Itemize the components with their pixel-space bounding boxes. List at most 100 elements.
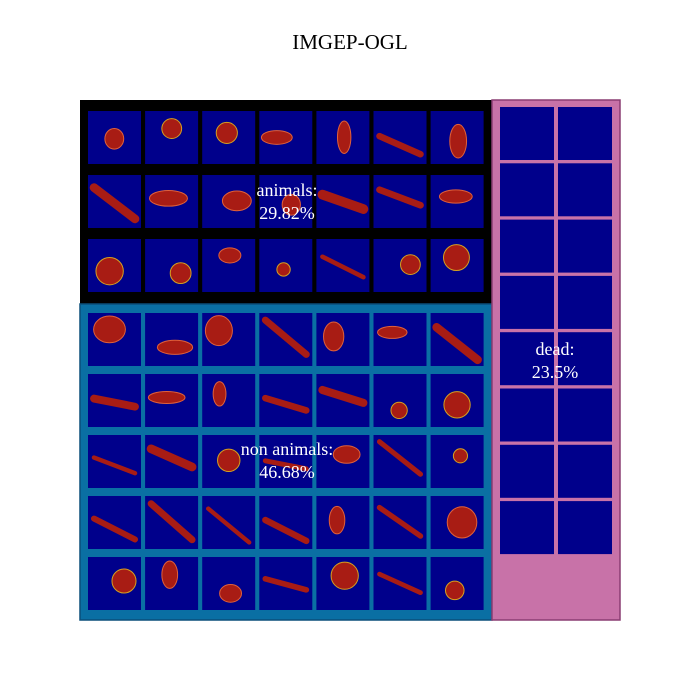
tile-dead bbox=[500, 219, 554, 273]
pattern-dot bbox=[161, 118, 183, 139]
pattern-dot bbox=[169, 262, 192, 285]
tile-animals bbox=[316, 175, 370, 228]
tile-non-animals bbox=[373, 313, 427, 366]
tile-animals bbox=[316, 239, 370, 292]
chart-title: IMGEP-OGL bbox=[292, 30, 408, 54]
pattern-blob bbox=[204, 315, 233, 347]
tile-non-animals bbox=[202, 374, 256, 427]
tile-dead bbox=[558, 275, 612, 329]
pattern-blob bbox=[221, 190, 252, 212]
pattern-streak bbox=[376, 186, 424, 209]
tile-animals bbox=[259, 239, 313, 292]
pattern-dot bbox=[215, 121, 238, 145]
tile-animals bbox=[316, 111, 370, 164]
tile-dead bbox=[500, 388, 554, 442]
tile-animals bbox=[88, 175, 141, 228]
pattern-streak bbox=[90, 515, 139, 543]
tile-non-animals bbox=[88, 435, 141, 488]
tile-animals bbox=[430, 111, 484, 164]
tile-non-animals bbox=[373, 496, 427, 549]
tile-animals bbox=[259, 175, 313, 228]
tile-animals bbox=[373, 239, 427, 292]
tile-animals bbox=[373, 175, 427, 228]
label-animals-percent: 29.82% bbox=[259, 203, 315, 223]
tile-animals bbox=[202, 175, 256, 228]
pattern-dot bbox=[400, 254, 421, 275]
pattern-streak bbox=[89, 183, 140, 224]
label-non-animals-name: non animals: bbox=[241, 439, 334, 459]
tile-dead bbox=[500, 275, 554, 329]
tile-non-animals bbox=[259, 557, 313, 610]
label-dead-name: dead: bbox=[536, 339, 575, 359]
tile-non-animals bbox=[202, 496, 256, 549]
pattern-blob bbox=[156, 339, 194, 355]
tile-non-animals bbox=[430, 374, 484, 427]
tile-dead bbox=[558, 444, 612, 498]
tile-animals bbox=[202, 239, 256, 292]
tile-dead bbox=[500, 501, 554, 555]
pattern-streak bbox=[377, 571, 423, 596]
pattern-blob bbox=[218, 247, 242, 264]
pattern-blob bbox=[161, 560, 179, 589]
pattern-streak bbox=[91, 455, 138, 476]
pattern-streak bbox=[262, 458, 309, 472]
tile-dead bbox=[500, 107, 554, 160]
tile-non-animals bbox=[259, 313, 313, 366]
tile-non-animals bbox=[316, 557, 370, 610]
tile-non-animals bbox=[430, 496, 484, 549]
tile-non-animals bbox=[259, 374, 313, 427]
tile-non-animals bbox=[145, 313, 199, 366]
pattern-streak bbox=[262, 394, 310, 414]
tile-dead bbox=[558, 219, 612, 273]
pattern-streak bbox=[146, 444, 197, 472]
label-animals-name: animals: bbox=[257, 180, 318, 200]
tile-non-animals bbox=[202, 557, 256, 610]
pattern-streak bbox=[376, 439, 424, 477]
pattern-dot bbox=[217, 448, 241, 473]
pattern-blob bbox=[281, 193, 301, 216]
pattern-streak bbox=[317, 189, 369, 214]
pattern-streak bbox=[376, 504, 424, 539]
pattern-streak bbox=[147, 500, 196, 544]
pattern-streak bbox=[90, 394, 139, 411]
tile-animals bbox=[430, 175, 484, 228]
pattern-dot bbox=[276, 262, 291, 277]
pattern-blob bbox=[323, 321, 345, 352]
tile-non-animals bbox=[373, 374, 427, 427]
pattern-blob bbox=[377, 325, 408, 339]
pattern-dot bbox=[443, 391, 471, 419]
tile-non-animals bbox=[88, 557, 141, 610]
tile-dead bbox=[558, 501, 612, 555]
tile-non-animals bbox=[430, 557, 484, 610]
label-animals: animals: 29.82% bbox=[257, 180, 318, 223]
tile-non-animals bbox=[430, 435, 484, 488]
label-dead-percent: 23.5% bbox=[532, 362, 579, 382]
pattern-streak bbox=[318, 385, 368, 407]
pattern-streak bbox=[261, 316, 310, 358]
pattern-blob bbox=[332, 445, 361, 464]
tile-non-animals bbox=[202, 435, 256, 488]
pattern-streak bbox=[262, 575, 310, 593]
pattern-blob bbox=[328, 505, 346, 535]
tile-non-animals bbox=[316, 435, 370, 488]
tile-animals bbox=[259, 111, 313, 164]
tile-non-animals bbox=[145, 435, 199, 488]
tile-non-animals bbox=[88, 496, 141, 549]
label-non-animals: non animals: 46.68% bbox=[241, 439, 334, 482]
pattern-blob bbox=[446, 506, 478, 539]
tile-non-animals bbox=[202, 313, 256, 366]
tile-non-animals bbox=[145, 557, 199, 610]
label-non-animals-percent: 46.68% bbox=[259, 462, 315, 482]
pattern-streak bbox=[320, 254, 366, 280]
tile-animals bbox=[202, 111, 256, 164]
pattern-dot bbox=[442, 244, 470, 272]
tile-animals bbox=[430, 239, 484, 292]
tile-non-animals bbox=[88, 374, 141, 427]
tile-dead bbox=[500, 332, 554, 386]
tile-non-animals bbox=[430, 313, 484, 366]
tile-non-animals bbox=[316, 374, 370, 427]
tile-dead bbox=[558, 107, 612, 160]
pattern-dot bbox=[452, 448, 468, 464]
tile-non-animals bbox=[145, 374, 199, 427]
